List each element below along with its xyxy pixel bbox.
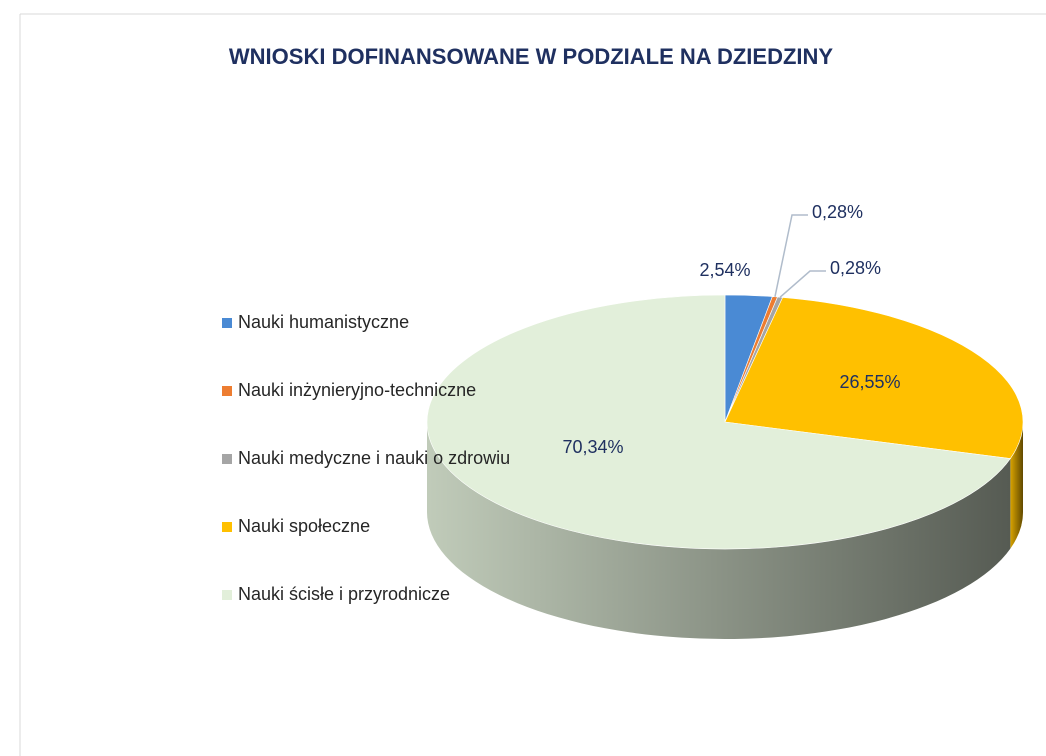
legend-swatch <box>222 386 232 396</box>
slice <box>426 294 1011 550</box>
chart-title: WNIOSKI DOFINANSOWANE W PODZIALE NA DZIE… <box>229 44 833 69</box>
leader-line <box>779 270 826 298</box>
slice-side-shade <box>426 422 1011 640</box>
legend-text: Nauki inżynieryjno-techniczne <box>238 380 476 400</box>
data-label: 2,54% <box>699 260 750 280</box>
legend-text: Nauki społeczne <box>238 516 370 536</box>
legend-swatch <box>222 318 232 328</box>
data-label: 70,34% <box>562 437 623 457</box>
leader-line <box>774 214 808 297</box>
legend-swatch <box>222 590 232 600</box>
data-label: 26,55% <box>839 372 900 392</box>
slice-side-shade <box>1010 422 1023 549</box>
legend-swatch <box>222 454 232 464</box>
slice <box>724 297 1024 459</box>
legend-text: Nauki medyczne i nauki o zdrowiu <box>238 448 510 468</box>
legend-text: Nauki humanistyczne <box>238 312 409 332</box>
legend-swatch <box>222 522 232 532</box>
data-label: 0,28% <box>812 202 863 222</box>
data-label: 0,28% <box>830 258 881 278</box>
legend-text: Nauki ścisłe i przyrodnicze <box>238 584 450 604</box>
